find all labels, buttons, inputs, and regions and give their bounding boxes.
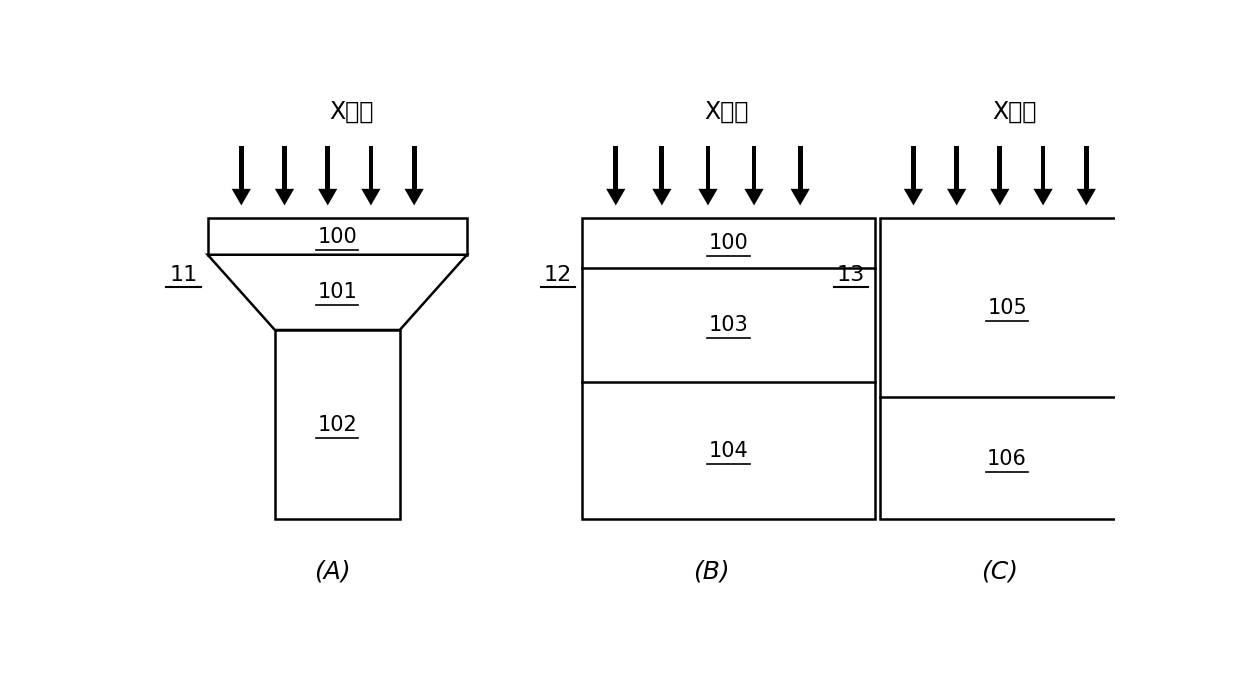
Bar — [752, 146, 757, 189]
Polygon shape — [904, 189, 923, 206]
Text: (A): (A) — [315, 559, 351, 583]
Text: 101: 101 — [317, 282, 357, 303]
Polygon shape — [947, 189, 966, 206]
Bar — [275, 330, 400, 520]
Polygon shape — [208, 255, 467, 330]
Bar — [239, 146, 244, 189]
Text: X射线: X射线 — [704, 100, 748, 124]
Bar — [326, 146, 330, 189]
Text: 102: 102 — [317, 415, 357, 435]
Bar — [997, 146, 1002, 189]
Polygon shape — [275, 189, 294, 206]
Bar — [208, 218, 467, 255]
Bar — [911, 146, 916, 189]
Text: 105: 105 — [987, 298, 1027, 318]
Text: 100: 100 — [317, 226, 357, 247]
Polygon shape — [699, 189, 717, 206]
Polygon shape — [404, 189, 424, 206]
Polygon shape — [1033, 189, 1053, 206]
Text: (C): (C) — [981, 559, 1018, 583]
Text: 104: 104 — [709, 441, 748, 460]
Bar — [880, 218, 1135, 520]
Bar — [368, 146, 373, 189]
Polygon shape — [318, 189, 337, 206]
Bar — [582, 218, 875, 520]
Polygon shape — [652, 189, 672, 206]
Text: 106: 106 — [987, 449, 1027, 468]
Polygon shape — [232, 189, 250, 206]
Text: 100: 100 — [709, 233, 748, 253]
Polygon shape — [606, 189, 626, 206]
Bar — [798, 146, 803, 189]
Text: 11: 11 — [170, 266, 198, 286]
Bar — [659, 146, 664, 189]
Bar — [1041, 146, 1046, 189]
Text: 12: 12 — [544, 266, 572, 286]
Polygon shape — [990, 189, 1010, 206]
Bar — [282, 146, 287, 189]
Polygon shape — [745, 189, 763, 206]
Bar — [411, 146, 416, 189]
Text: 13: 13 — [836, 266, 865, 286]
Bar — [705, 146, 710, 189]
Polygon shape — [790, 189, 810, 206]
Bar — [1084, 146, 1089, 189]
Polygon shape — [362, 189, 380, 206]
Text: X射线: X射线 — [330, 100, 374, 124]
Text: X射线: X射线 — [992, 100, 1037, 124]
Bar — [954, 146, 959, 189]
Polygon shape — [1077, 189, 1097, 206]
Bar — [613, 146, 618, 189]
Text: 103: 103 — [709, 315, 748, 335]
Text: (B): (B) — [694, 559, 730, 583]
